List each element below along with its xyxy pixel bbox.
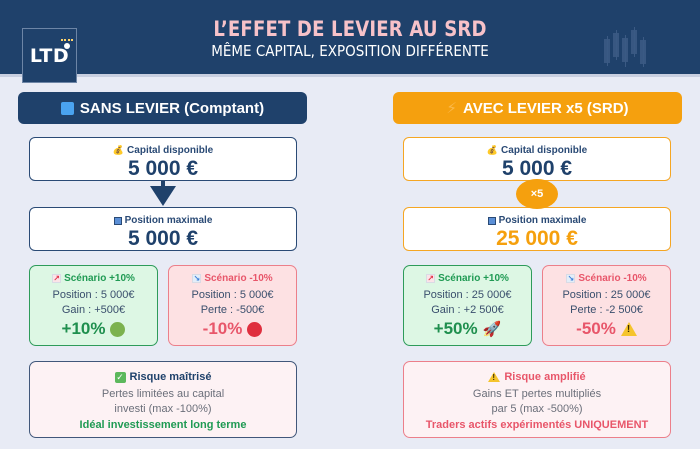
red-circle-icon: [247, 321, 263, 337]
position-label: Position maximale: [124, 215, 213, 226]
candlestick-chart-icon: [602, 27, 652, 70]
warning-icon: [620, 322, 637, 336]
arrow-stem: [161, 181, 165, 187]
scenario-title: Scénario -10%: [204, 273, 273, 284]
page-title: L’EFFET DE LEVIER AU SRD: [213, 17, 487, 41]
risk-box-left: ✓ Risque maîtrisé Pertes limitées au cap…: [29, 361, 297, 438]
arrow-down-icon: [150, 186, 176, 206]
position-label: Position maximale: [498, 215, 587, 226]
lightning-icon: ⚡: [446, 100, 457, 117]
scenario-position: Position : 25 000€: [423, 289, 512, 301]
scenario-position: Position : 5 000€: [52, 289, 135, 301]
trend-up-icon: ↗: [426, 274, 436, 283]
risk-title: Risque amplifié: [504, 371, 586, 383]
money-bag-icon: 💰: [112, 145, 125, 155]
risk-title: Risque maîtrisé: [129, 371, 212, 383]
capital-label: Capital disponible: [501, 145, 588, 156]
risk-line: Pertes limitées au capital: [101, 388, 225, 400]
scenario-title: Scénario -10%: [578, 273, 647, 284]
lightbulb-icon: [61, 39, 73, 45]
scenario-down-right: ↘ Scénario -10% Position : 25 000€ Perte…: [542, 265, 671, 346]
scenario-title: Scénario +10%: [438, 273, 509, 284]
position-value: 5 000 €: [127, 227, 199, 250]
scenario-pct: +50%: [433, 319, 478, 338]
logo-text: LTD: [29, 44, 70, 67]
scenario-position: Position : 5 000€: [191, 289, 274, 301]
scenario-up-right: ↗ Scénario +10% Position : 25 000€ Gain …: [403, 265, 532, 346]
scenario-down-left: ↘ Scénario -10% Position : 5 000€ Perte …: [168, 265, 297, 346]
scenario-result: Perte : -500€: [200, 304, 265, 316]
capital-label: Capital disponible: [127, 145, 214, 156]
blue-square-icon: [60, 101, 74, 115]
trend-down-icon: ↘: [192, 274, 202, 283]
scenario-pct: -50%: [576, 319, 616, 338]
scenario-result: Gain : +2 500€: [431, 304, 504, 316]
header-banner: L’EFFET DE LEVIER AU SRD MÊME CAPITAL, E…: [0, 0, 700, 76]
column-header-label: AVEC LEVIER x5 (SRD): [462, 99, 629, 117]
risk-line: par 5 (max -500%): [491, 403, 583, 415]
risk-footer: Idéal investissement long terme: [79, 419, 247, 431]
multiplier-badge: ×5: [516, 179, 558, 209]
trend-down-icon: ↘: [566, 274, 576, 283]
scenario-result: Perte : -2 500€: [570, 304, 643, 316]
green-circle-icon: [110, 321, 126, 337]
capital-value: 5 000 €: [501, 157, 573, 180]
position-box-right: Position maximale 25 000 €: [403, 207, 671, 251]
position-value: 25 000 €: [496, 227, 578, 250]
risk-line: Gains ET pertes multipliés: [472, 388, 602, 400]
risk-line: investi (max -100%): [114, 403, 212, 415]
header-divider: [0, 74, 700, 77]
lightbulb-bulb: [64, 43, 70, 49]
scenario-pct: -10%: [202, 319, 243, 338]
check-icon: ✓: [114, 371, 126, 383]
capital-box-right: 💰 Capital disponible 5 000 €: [403, 137, 671, 181]
column-header-sans-levier: SANS LEVIER (Comptant): [18, 92, 307, 124]
bar-chart-icon: [113, 216, 122, 225]
money-bag-icon: 💰: [486, 145, 499, 155]
warning-icon: [488, 372, 501, 382]
trend-up-icon: ↗: [52, 274, 62, 283]
logo[interactable]: LTD: [22, 28, 77, 83]
risk-box-right: Risque amplifié Gains ET pertes multipli…: [403, 361, 671, 438]
scenario-up-left: ↗ Scénario +10% Position : 5 000€ Gain :…: [29, 265, 158, 346]
scenario-position: Position : 25 000€: [562, 289, 651, 301]
position-box-left: Position maximale 5 000 €: [29, 207, 297, 251]
capital-box-left: 💰 Capital disponible 5 000 €: [29, 137, 297, 181]
rocket-icon: 🚀: [482, 321, 502, 338]
scenario-result: Gain : +500€: [61, 304, 126, 316]
scenario-pct: +10%: [61, 319, 106, 338]
bar-chart-icon: [487, 216, 496, 225]
capital-value: 5 000 €: [127, 157, 199, 180]
column-header-label: SANS LEVIER (Comptant): [79, 99, 265, 117]
risk-footer: Traders actifs expérimentés UNIQUEMENT: [425, 419, 649, 431]
column-header-avec-levier: ⚡ AVEC LEVIER x5 (SRD): [393, 92, 682, 124]
page-subtitle: MÊME CAPITAL, EXPOSITION DIFFÉRENTE: [211, 42, 489, 60]
scenario-title: Scénario +10%: [64, 273, 135, 284]
